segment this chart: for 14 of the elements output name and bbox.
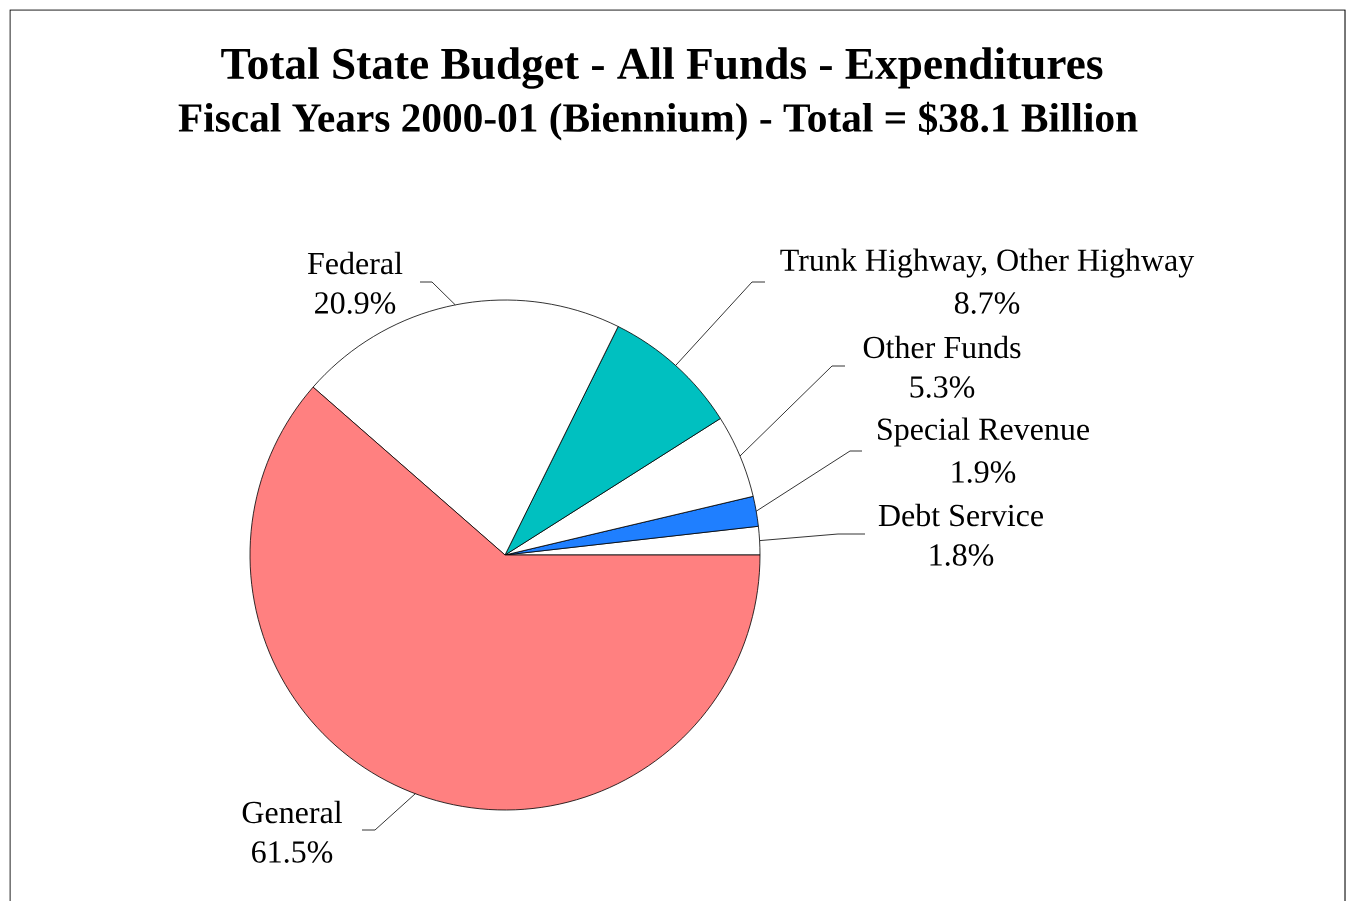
data-label: 20.9% [315,292,396,314]
data-label: 8.7% [954,292,1020,314]
slice-label: Federal [307,251,403,275]
chart-subtitle: Fiscal Years 2000-01 (Biennium) - Total = $38.1 Billion [178,101,1138,141]
slice-label: Special Revenue [878,417,1089,447]
data-label: 61.5% [252,841,333,863]
chart-title: Total State Budget - All Funds - Expenditures [221,47,1103,89]
data-label: 5.3% [910,376,975,398]
slice-label: Debt Service [878,503,1043,527]
slice-label: Other Funds [863,335,1021,359]
data-label: 1.9% [952,461,1016,483]
slice-label: Trunk Highway, Other Highway [780,248,1195,278]
slice-label: General [242,800,342,824]
data-label: 1.8% [930,544,994,566]
